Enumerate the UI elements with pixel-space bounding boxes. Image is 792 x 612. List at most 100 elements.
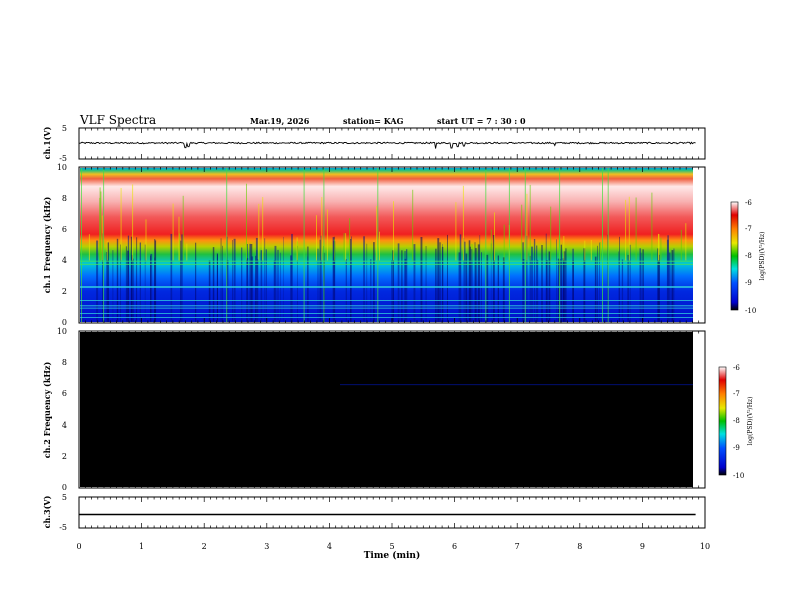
ch3-waveform-frame <box>78 496 706 529</box>
ch1-dark-striation <box>116 238 119 322</box>
ch1-spectrogram-striations <box>81 168 687 322</box>
ch1-dark-striation <box>96 240 99 322</box>
ch1-dark-striation <box>320 235 322 322</box>
ch1-dark-striation <box>391 260 392 322</box>
ch1-dark-striation <box>232 240 233 322</box>
ch1-dark-striation <box>639 248 641 322</box>
x-tick-label: 8 <box>577 542 582 551</box>
ch1-dark-striation <box>490 243 492 322</box>
ch1-dark-striation <box>317 248 319 322</box>
ch1-impulse-line <box>559 168 561 322</box>
ch1-cbar-tick: -7 <box>745 225 752 233</box>
ch1-ytick-4: 4 <box>62 256 67 265</box>
ch1-dark-striation <box>290 255 292 322</box>
ch1-bright-striation <box>101 215 103 261</box>
ch1-dark-striation <box>180 240 182 322</box>
ch1-dark-striation <box>283 236 284 322</box>
ch1-dark-striation <box>274 245 277 322</box>
ch1-dark-striation <box>413 244 416 322</box>
ch1-dark-striation <box>246 258 249 322</box>
ch2-spectrogram-field <box>80 332 693 487</box>
ch2-ytick-8: 8 <box>62 358 67 367</box>
ch1-dark-striation <box>447 234 448 322</box>
ch2-ytick-2: 2 <box>62 452 67 461</box>
ch1-dark-striation <box>557 258 560 322</box>
ch1-bright-striation <box>393 201 394 261</box>
ch1-dark-striation <box>492 235 495 322</box>
ch1-dark-striation <box>297 245 298 322</box>
ch1-bright-striation <box>526 193 528 261</box>
ch1-cbar-tick: -6 <box>745 199 752 207</box>
ch1-dark-striation <box>144 244 146 322</box>
ch1-ytick-bottom: -5 <box>59 154 67 163</box>
ch3-waveform-panel: 5 -5 ch.3(V) <box>42 493 706 532</box>
ch1-bright-striation <box>685 223 687 261</box>
ch1-bright-striation <box>120 188 122 261</box>
ch1-dark-striation <box>562 258 565 322</box>
ch1-dark-striation <box>469 246 471 322</box>
ch1-dark-striation <box>212 247 215 322</box>
ch2-cbar-tick: -10 <box>733 472 744 480</box>
ch1-bright-striation <box>343 233 345 261</box>
ch1-bright-striation <box>178 216 180 261</box>
ch1-impulse-line <box>524 168 526 322</box>
ch2-cbar-tick: -6 <box>733 364 740 372</box>
ch3-ytick-bottom: -5 <box>59 523 67 532</box>
ch1-dark-striation <box>401 250 403 322</box>
ch1-dark-striation <box>350 238 352 322</box>
ch1-dark-striation <box>459 234 462 322</box>
ch1-impulse-line <box>103 168 105 322</box>
ch1-dark-striation <box>133 258 134 322</box>
ch1-dark-striation <box>222 245 223 322</box>
ch1-dark-striation <box>536 259 539 322</box>
ch1-bright-striation <box>584 240 586 261</box>
ch1-dark-striation <box>255 237 258 322</box>
ch1-impulse-line <box>602 168 603 322</box>
ch1-dark-striation <box>629 244 631 322</box>
ch1-bright-striation <box>379 231 380 261</box>
ch1-bright-striation <box>494 212 495 261</box>
x-tick-label: 1 <box>139 542 144 551</box>
ch1-dark-striation <box>533 239 536 322</box>
ch1-dark-striation <box>545 260 548 322</box>
ch1-dark-striation <box>120 244 121 322</box>
ch1-dark-striation <box>572 260 574 322</box>
ch1-dark-striation <box>265 249 267 322</box>
ch1-bright-striation <box>651 192 653 261</box>
ch1-dark-striation <box>536 245 538 322</box>
ch1-dark-striation <box>150 255 151 322</box>
ch2-cbar-tick: -8 <box>733 417 740 425</box>
ch1-dark-striation <box>439 242 441 322</box>
ch1-dark-striation <box>130 236 133 322</box>
ch2-colorbar-label: log(PSD)(V²/Hz) <box>747 397 754 446</box>
x-tick-label: 5 <box>389 542 394 551</box>
ch1-waveform-trace <box>78 141 696 149</box>
ch1-ytick-0: 0 <box>62 318 67 327</box>
ch1-dark-striation <box>529 255 531 322</box>
ch1-impulse-line <box>508 168 510 322</box>
ch1-cbar-tick: -8 <box>745 252 752 260</box>
x-tick-label: 6 <box>452 542 457 551</box>
ch1-dark-striation <box>463 237 465 322</box>
ch1-dark-striation <box>502 257 505 322</box>
ch1-dark-striation <box>522 259 525 322</box>
ch1-dark-striation <box>345 259 347 322</box>
ch1-ytick-2: 2 <box>62 287 67 296</box>
ch1-bright-striation <box>321 197 323 261</box>
ch1-dark-striation <box>217 254 218 322</box>
ch1-dark-striation <box>642 249 644 322</box>
ch2-cbar-tick: -9 <box>733 444 740 452</box>
ch1-dark-striation <box>627 254 629 322</box>
ch2-spectrogram-ylabel: ch.2 Frequency (kHz) <box>42 362 52 459</box>
ch2-ytick-0: 0 <box>62 483 67 492</box>
ch1-colorbar <box>730 201 739 311</box>
ch1-impulse-line <box>607 168 609 322</box>
ch1-bright-striation <box>296 237 298 261</box>
ch1-bright-striation <box>658 234 660 261</box>
ch1-dark-striation <box>470 249 473 322</box>
station-label: station= KAG <box>343 116 404 126</box>
ch1-bright-striation <box>182 195 184 261</box>
ch1-dark-striation <box>251 256 254 322</box>
ch2-ytick-4: 4 <box>62 421 67 430</box>
